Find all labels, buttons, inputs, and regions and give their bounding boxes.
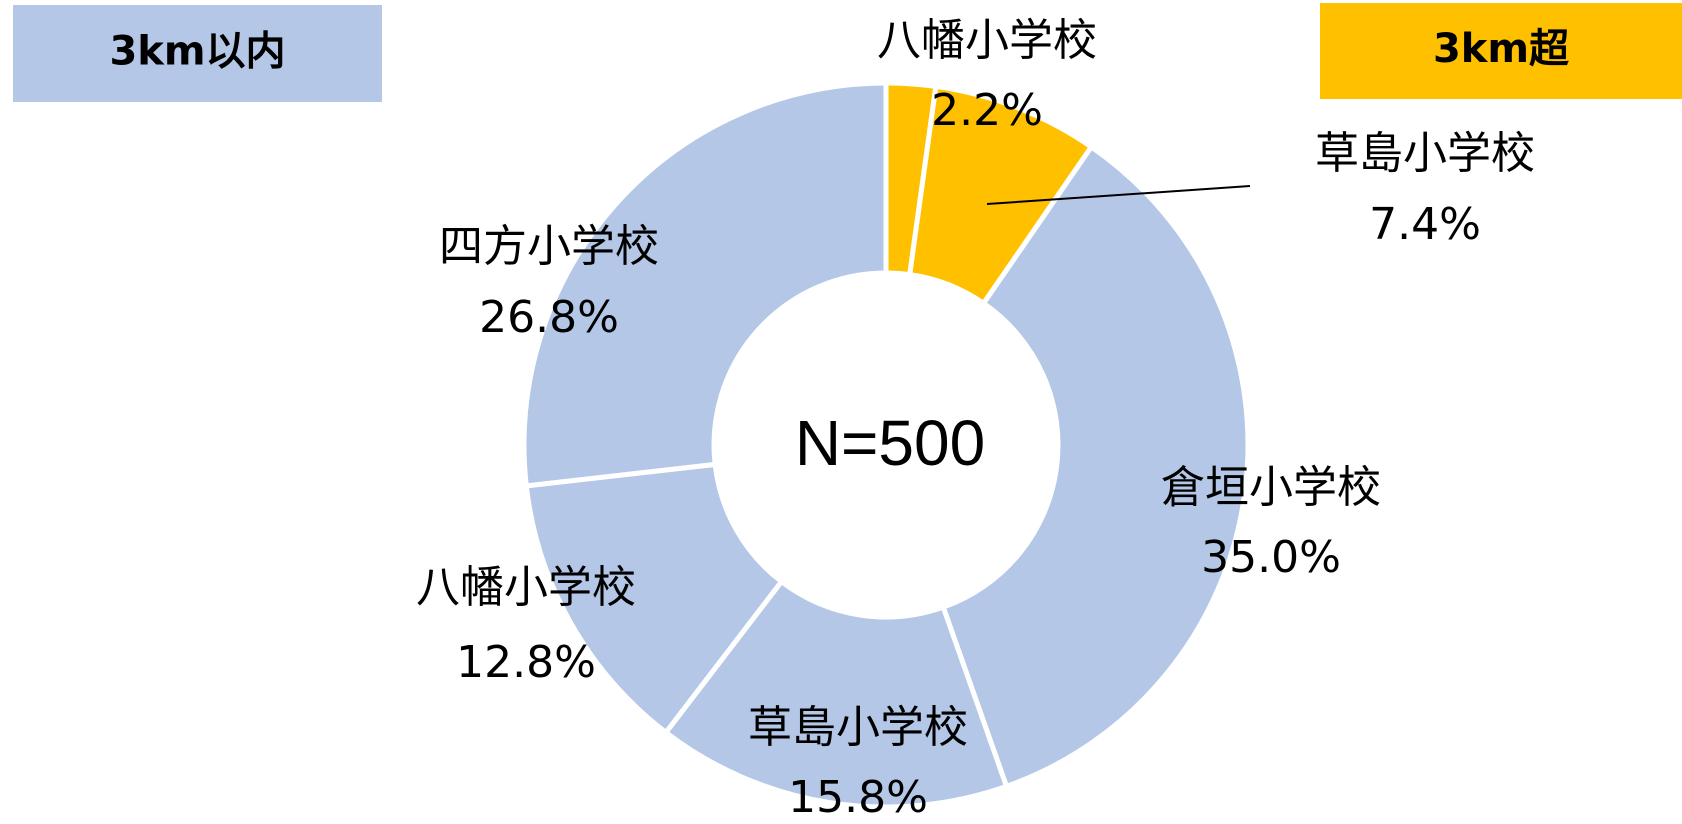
slice-name: 八幡小学校	[877, 15, 1097, 66]
donut-slice	[662, 578, 1010, 810]
slice-name: 草島小学校	[748, 702, 968, 753]
center-label: N=500	[795, 407, 985, 479]
slice-name: 草島小学校	[1315, 128, 1535, 179]
legend-box	[13, 5, 382, 102]
legend-box	[1320, 3, 1682, 99]
slice-value: 35.0%	[1201, 532, 1341, 583]
donut-slice	[940, 143, 1251, 790]
donut-slice	[521, 80, 889, 489]
donut-slice	[523, 461, 785, 736]
slice-value: 12.8%	[456, 637, 596, 688]
leader-line	[986, 185, 1251, 205]
legend-label: 3km超	[1433, 26, 1570, 72]
slice-value: 15.8%	[788, 772, 928, 823]
slice-value: 2.2%	[931, 85, 1043, 136]
slice-value: 7.4%	[1369, 199, 1481, 250]
legend-label: 3km以内	[109, 29, 285, 75]
slice-name: 倉垣小学校	[1161, 462, 1381, 513]
slice-name: 四方小学校	[439, 221, 659, 272]
slice-value: 26.8%	[479, 292, 619, 343]
slice-name: 八幡小学校	[416, 562, 636, 613]
